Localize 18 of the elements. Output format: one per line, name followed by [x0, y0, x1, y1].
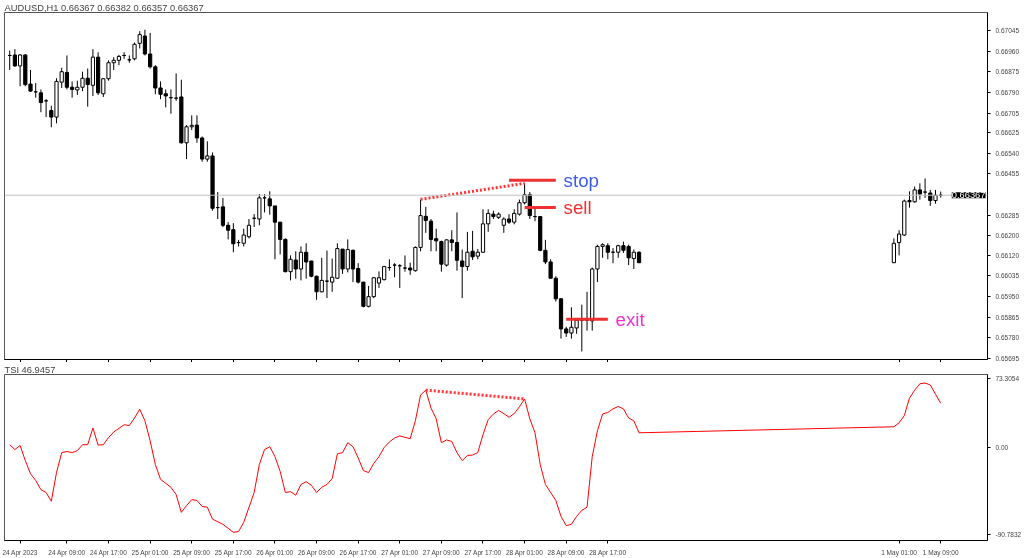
annotation: exit: [615, 308, 646, 330]
annotation: stop: [563, 169, 599, 191]
candlestick: [428, 218, 434, 252]
candlestick: [454, 211, 460, 272]
candlestick: [220, 197, 226, 228]
annotation: sell: [563, 197, 592, 219]
chart-title: AUDUSD,H1 0.66367 0.66382 0.66357 0.66367: [4, 2, 204, 13]
candlestick: [506, 213, 512, 225]
candlestick: [922, 177, 928, 199]
ref-line-label: 0.66367: [951, 190, 986, 201]
candlestick: [324, 250, 330, 299]
candlestick: [350, 249, 356, 283]
candlestick: [891, 237, 896, 264]
candlestick: [257, 193, 262, 226]
line-series: [9, 382, 942, 533]
candlestick: [402, 254, 408, 273]
candlestick: [38, 88, 44, 113]
chart-title: TSI 46.9457: [4, 364, 56, 375]
